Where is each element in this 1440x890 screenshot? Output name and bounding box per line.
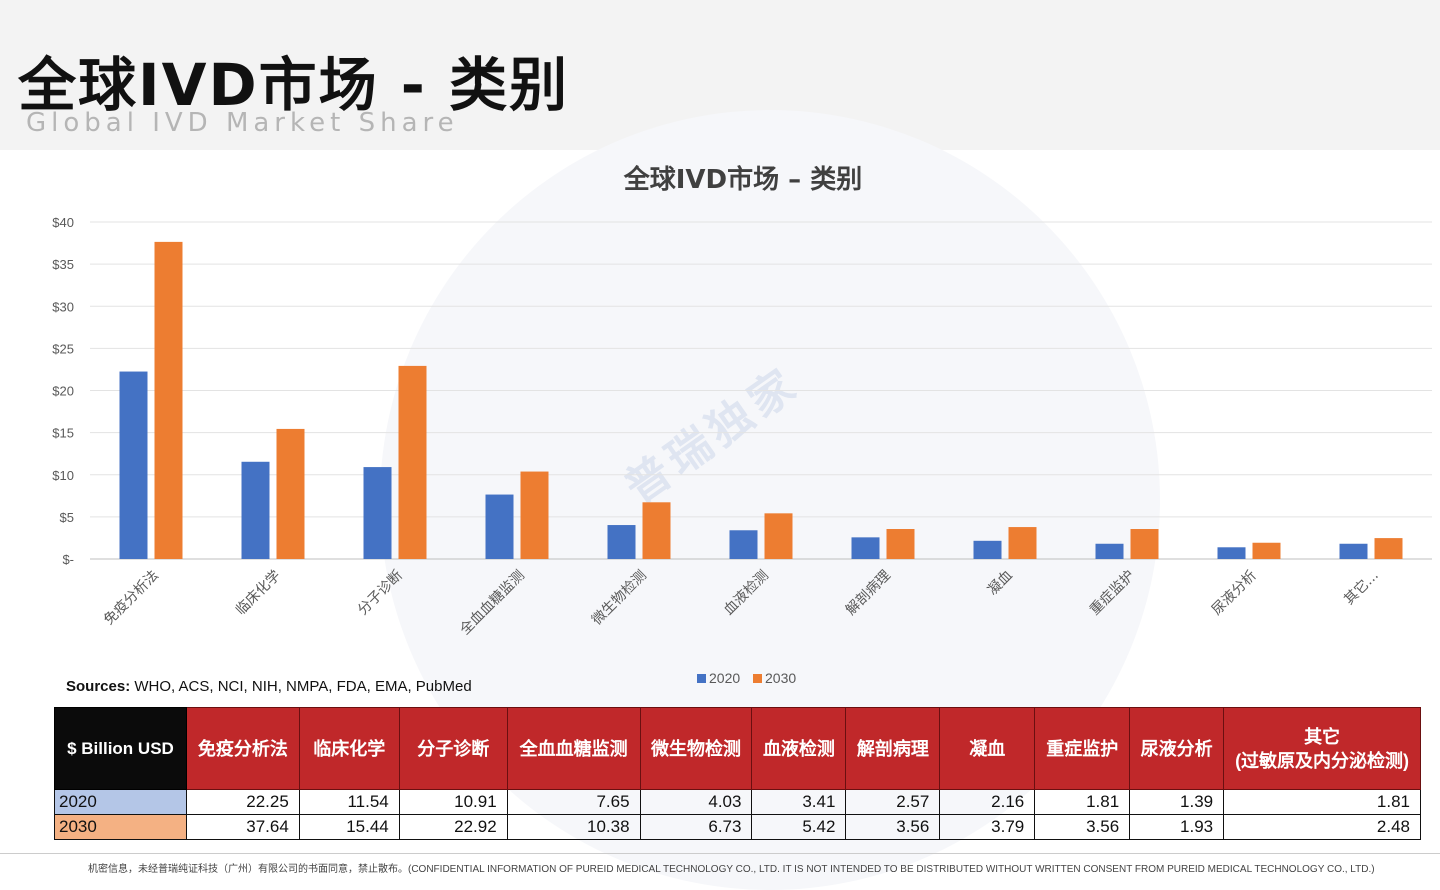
table-header: 临床化学 xyxy=(298,707,400,790)
table-header-row: $ Billion USD 免疫分析法 临床化学 分子诊断 全血血糖监测 微生物… xyxy=(54,707,1421,790)
x-category-label: 分子诊断 xyxy=(355,568,406,619)
bar-2020 xyxy=(485,494,514,559)
footer-divider xyxy=(0,853,1440,854)
table-header: 解剖病理 xyxy=(845,707,941,790)
y-tick-label: $- xyxy=(62,552,74,567)
bar-2020 xyxy=(241,461,270,559)
table-header: 分子诊断 xyxy=(398,707,508,790)
table-cell: 1.93 xyxy=(1129,814,1225,840)
table-cell: 4.03 xyxy=(639,789,753,815)
legend-swatch xyxy=(753,674,762,683)
y-tick-label: $25 xyxy=(52,341,74,356)
table-cell: 22.92 xyxy=(398,814,508,840)
table-cell: 11.54 xyxy=(298,789,400,815)
bar-2020 xyxy=(851,537,880,559)
bar-2020 xyxy=(1217,547,1246,559)
table-cell: 2.16 xyxy=(939,789,1036,815)
y-tick-label: $5 xyxy=(60,510,74,525)
bar-2030 xyxy=(764,513,793,559)
table-header: 凝血 xyxy=(939,707,1036,790)
chart-title: 全球IVD市场 – 类别 xyxy=(623,164,862,195)
bar-2030 xyxy=(1252,542,1281,559)
bar-2030 xyxy=(1008,527,1037,559)
table-header: 重症监护 xyxy=(1034,707,1131,790)
table-cell: 10.38 xyxy=(506,814,641,840)
table-cell: 1.81 xyxy=(1034,789,1131,815)
table-cell: 2.48 xyxy=(1223,814,1421,840)
y-tick-label: $15 xyxy=(52,426,74,441)
bar-2020 xyxy=(729,530,758,559)
bar-2030 xyxy=(1130,529,1159,559)
page-title: 全球IVD市场 - 类别 xyxy=(18,51,570,119)
data-table: $ Billion USD 免疫分析法 临床化学 分子诊断 全血血糖监测 微生物… xyxy=(54,707,1421,840)
table-cell: 7.65 xyxy=(506,789,641,815)
table-cell: 15.44 xyxy=(298,814,400,840)
table-cell: 22.25 xyxy=(185,789,300,815)
table-cell: 3.56 xyxy=(845,814,941,840)
bar-2020 xyxy=(119,371,148,559)
legend-label: 2030 xyxy=(765,670,796,686)
bar-2020 xyxy=(1339,543,1368,559)
sources-label: Sources: xyxy=(66,678,131,695)
x-category-label: 全血血糖监测 xyxy=(456,567,527,638)
table-header: 尿液分析 xyxy=(1129,707,1225,790)
row-label-2020: 2020 xyxy=(54,789,187,815)
y-tick-label: $30 xyxy=(52,299,74,314)
bar-2030 xyxy=(520,471,549,559)
row-label-2030: 2030 xyxy=(54,814,187,840)
table-cell: 5.42 xyxy=(751,814,847,840)
legend-label: 2020 xyxy=(709,670,740,686)
bar-chart: 全球IVD市场 – 类别 $- $5 $10 $15 $20 $25 $30 $35 $40 免疫分… xyxy=(52,164,1432,686)
x-category-label: 免疫分析法 xyxy=(101,568,162,629)
x-category-label: 血液检测 xyxy=(721,568,772,619)
page-subtitle: Global IVD Market Share xyxy=(26,108,459,138)
y-tick-label: $35 xyxy=(52,257,74,272)
bar-2020 xyxy=(973,540,1002,559)
table-header: 全血血糖监测 xyxy=(506,707,641,790)
x-category-label: 临床化学 xyxy=(233,568,284,619)
bar-2020 xyxy=(607,525,636,559)
table-cell: 1.39 xyxy=(1129,789,1225,815)
x-category-label: 微生物检测 xyxy=(589,568,650,629)
x-category-label: 其它... xyxy=(1341,567,1382,608)
table-cell: 37.64 xyxy=(185,814,300,840)
table-header: 微生物检测 xyxy=(639,707,753,790)
table-row: 2020 22.25 11.54 10.91 7.65 4.03 3.41 2.… xyxy=(54,789,1421,815)
bar-2020 xyxy=(363,467,392,559)
y-tick-label: $40 xyxy=(52,215,74,230)
sources-text: WHO, ACS, NCI, NIH, NMPA, FDA, EMA, PubM… xyxy=(134,678,472,695)
table-row: 2030 37.64 15.44 22.92 10.38 6.73 5.42 3… xyxy=(54,814,1421,840)
table-cell: 10.91 xyxy=(398,789,508,815)
bar-2020 xyxy=(1095,543,1124,559)
table-cell: 6.73 xyxy=(639,814,753,840)
table-header: 免疫分析法 xyxy=(185,707,300,790)
y-tick-label: $20 xyxy=(52,384,74,399)
table-cell: 3.56 xyxy=(1034,814,1131,840)
bar-2030 xyxy=(398,365,427,559)
table-header: 血液检测 xyxy=(751,707,847,790)
bar-2030 xyxy=(154,241,183,559)
bar-2030 xyxy=(276,428,305,559)
table-header-other-line2: (过敏原及内分泌检测) xyxy=(1235,750,1410,771)
x-category-label: 凝血 xyxy=(985,568,1016,599)
y-tick-label: $10 xyxy=(52,468,74,483)
x-category-label: 尿液分析 xyxy=(1209,568,1260,619)
x-category-label: 解剖病理 xyxy=(843,568,894,619)
table-cell: 3.79 xyxy=(939,814,1036,840)
x-category-label: 重症监护 xyxy=(1087,568,1138,619)
table-cell: 2.57 xyxy=(845,789,941,815)
table-corner-header: $ Billion USD xyxy=(54,707,187,790)
footer-disclaimer: 机密信息，未经普瑞纯证科技（广州）有限公司的书面同意，禁止散布。(CONFIDE… xyxy=(88,864,1375,875)
sources-note: Sources: WHO, ACS, NCI, NIH, NMPA, FDA, … xyxy=(66,678,472,695)
table-header-other: 其它 (过敏原及内分泌检测) xyxy=(1223,707,1421,790)
bar-2030 xyxy=(886,529,915,559)
table-cell: 1.81 xyxy=(1223,789,1421,815)
table-cell: 3.41 xyxy=(751,789,847,815)
bar-2030 xyxy=(1374,538,1403,559)
legend-swatch xyxy=(697,674,706,683)
table-header-other-line1: 其它 xyxy=(1304,726,1341,747)
bar-2030 xyxy=(642,502,671,559)
